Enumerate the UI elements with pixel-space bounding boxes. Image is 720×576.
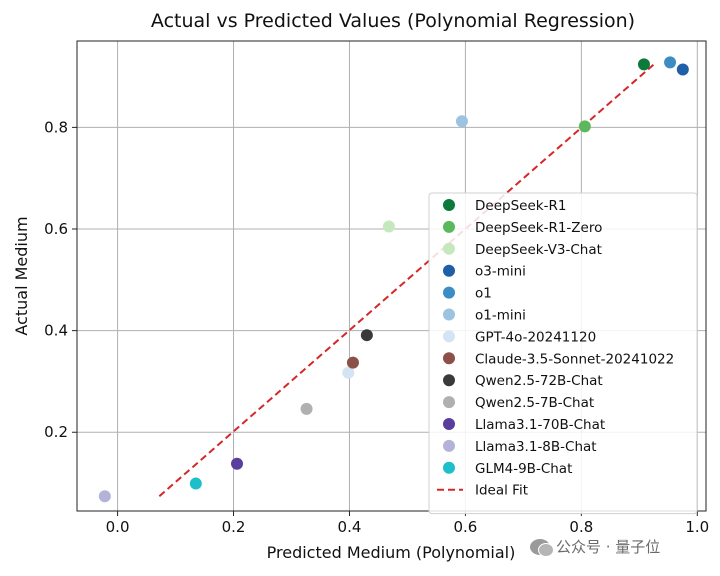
legend-marker [443,418,455,430]
data-points [98,56,689,503]
data-point [346,356,359,369]
legend-marker [443,308,455,321]
y-tick-label: 0.6 [44,220,68,238]
data-point [98,490,111,503]
legend-label: Claude-3.5-Sonnet-20241022 [475,351,674,367]
legend-box [428,192,698,515]
legend-label: DeepSeek-V3-Chat [475,242,602,258]
y-tick-label: 0.2 [44,423,68,441]
legend-label: Qwen2.5-7B-Chat [475,395,594,411]
x-axis-ticks: 0.0 0.2 0.4 0.6 0.8 1.0 [106,511,709,536]
data-point [189,477,202,490]
data-point [382,220,395,233]
plot-frame [76,40,707,512]
legend-marker [443,374,455,387]
data-point [231,457,244,470]
data-point [455,115,468,128]
x-tick-label: 0.2 [222,518,246,536]
legend-label: DeepSeek-R1 [475,198,566,214]
data-point [578,120,591,133]
data-point [300,402,313,415]
x-tick-label: 1.0 [685,518,709,536]
legend-label: Qwen2.5-72B-Chat [475,373,603,389]
legend-label: GPT-4o-20241120 [475,329,596,345]
legend-marker [443,220,455,233]
data-point [342,366,355,379]
legend-marker [443,461,455,474]
x-tick-label: 0.0 [106,518,130,536]
legend-marker [443,286,455,299]
data-point [676,63,689,76]
x-tick-label: 0.6 [453,518,477,536]
legend-label: Llama3.1-8B-Chat [475,439,597,455]
legend-label: Llama3.1-70B-Chat [475,417,605,433]
x-tick-label: 0.8 [569,518,593,536]
x-tick-label: 0.4 [338,518,362,536]
chart-title: Actual vs Predicted Values (Polynomial R… [151,10,635,32]
data-point [360,329,373,342]
legend-marker [443,242,455,255]
legend-marker [443,330,455,343]
watermark: 公众号 · 量子位 [530,536,660,557]
y-tick-label: 0.4 [44,322,68,340]
watermark-text: 公众号 · 量子位 [556,538,661,556]
y-tick-label: 0.8 [44,118,68,136]
wechat-icon [530,538,554,557]
y-axis-ticks: 0.2 0.4 0.6 0.8 [44,118,77,441]
legend: DeepSeek-R1 DeepSeek-R1-Zero DeepSeek-V3-C… [428,192,698,515]
x-axis-label: Predicted Medium (Polynomial) [267,543,516,562]
legend-label: GLM4-9B-Chat [475,461,572,477]
legend-label: o1 [475,286,492,302]
data-point [664,56,677,69]
legend-marker [443,199,455,211]
legend-label: Ideal Fit [475,483,528,499]
legend-marker [443,396,455,409]
data-point [637,58,650,71]
legend-marker [443,439,455,452]
legend-label: o1-mini [475,308,526,324]
legend-marker [443,264,455,277]
legend-marker [443,352,455,365]
legend-label: o3-mini [475,264,526,280]
y-axis-label: Actual Medium [12,216,31,335]
legend-label: DeepSeek-R1-Zero [475,220,602,236]
